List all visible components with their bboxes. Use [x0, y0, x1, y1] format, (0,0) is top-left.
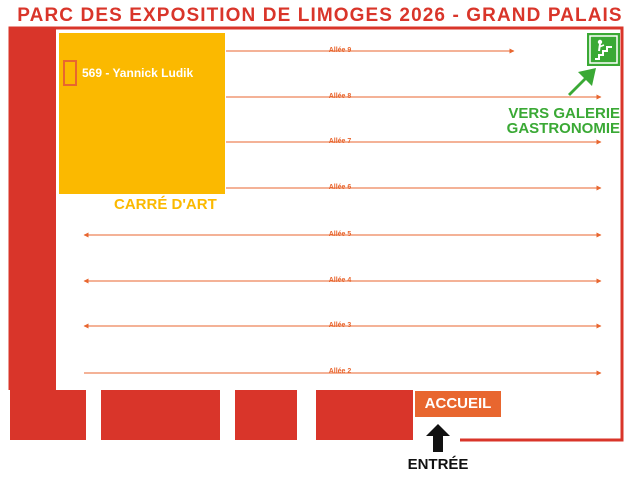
aisle-6-label: Allée 6 — [328, 184, 352, 191]
aisle-8-label: Allée 8 — [328, 93, 352, 100]
left-wall — [10, 28, 56, 390]
stand-569-label: 569 - Yannick Ludik — [82, 66, 194, 80]
galerie-label-line2: GASTRONOMIE — [506, 120, 620, 137]
aisle-2-label: Allée 2 — [328, 368, 352, 375]
aisle-4-label: Allée 4 — [328, 277, 352, 284]
aisle-5-label: Allée 5 — [328, 231, 352, 238]
bottom-block-1 — [10, 390, 86, 440]
carre-dart-area — [59, 33, 225, 194]
aisle-3-label: Allée 3 — [328, 322, 352, 329]
aisle-9-label: Allée 9 — [328, 47, 352, 54]
carre-dart-label: CARRÉ D'ART — [114, 196, 217, 213]
bottom-block-3 — [235, 390, 297, 440]
stairs-exit-icon[interactable] — [587, 33, 620, 66]
bottom-block-4 — [316, 390, 413, 440]
galerie-label-line1: VERS GALERIE — [508, 105, 620, 122]
bottom-block-2 — [101, 390, 220, 440]
stand-569-marker[interactable] — [63, 60, 77, 86]
map-title: PARC DES EXPOSITION DE LIMOGES 2026 - GR… — [17, 5, 623, 26]
aisle-7-label: Allée 7 — [328, 138, 352, 145]
galerie-label: VERS GALERIE GASTRONOMIE — [470, 106, 620, 136]
accueil-label[interactable]: ACCUEIL — [415, 391, 501, 417]
entrance-label: ENTRÉE — [407, 456, 469, 473]
